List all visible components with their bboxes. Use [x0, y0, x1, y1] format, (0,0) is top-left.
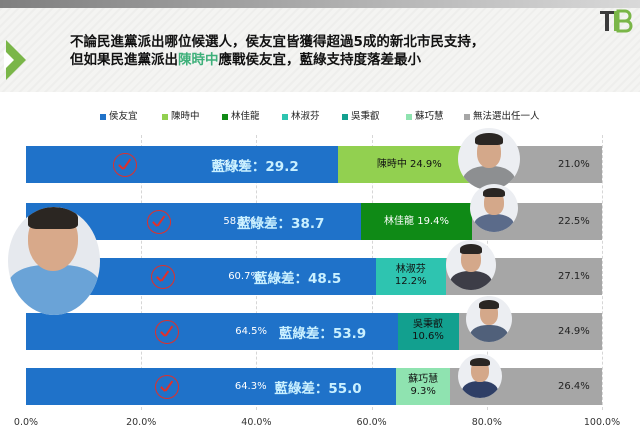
bar-segment-opponent: [360, 203, 473, 240]
bar-opponent-label: 林淑芬: [395, 263, 426, 275]
chart-bar-row: 64.3% 藍綠差：55.0 蘇巧慧 9.3% 26.4%: [0, 368, 640, 405]
bar-segment-hou: [26, 368, 397, 405]
x-tick-label: 60.0%: [356, 417, 387, 428]
vote-stamp-icon: [147, 209, 172, 234]
bar-value-label: 58.1%: [223, 215, 256, 227]
candidate-photo-lin-jl: [470, 184, 518, 232]
x-tick-label: 80.0%: [471, 417, 502, 428]
candidate-photo-wu: [466, 296, 512, 342]
headline-line-2: 但如果民進黨派出陳時中應戰侯友宜，藍綠支持度落差最小: [70, 51, 590, 69]
bar-opponent-label: 陳時中 24.9%: [376, 158, 442, 170]
chart-bar-row: 58.1% 藍綠差：38.7 林佳龍 19.4% 22.5%: [0, 203, 640, 240]
x-tick-label: 40.0%: [241, 417, 272, 428]
bar-opponent-label: 林佳龍 19.4%: [384, 215, 449, 227]
bar-segment-hou: [26, 313, 398, 350]
page-title: 不論民進黨派出哪位候選人，侯友宜皆獲得超過5成的新北市民支持， 但如果民進黨派出…: [70, 33, 590, 69]
bar-opponent-label: 蘇巧慧: [408, 373, 439, 385]
legend-item: 無法選出任一人: [464, 108, 540, 122]
legend-label: 林佳龍: [231, 111, 260, 122]
bar-none-label: 26.4%: [558, 380, 590, 392]
bar-opponent-label: 9.3%: [410, 385, 436, 397]
bar-opponent-label: 10.6%: [412, 330, 444, 342]
legend-swatch: [406, 113, 412, 120]
legend-label: 侯友宜: [109, 111, 138, 122]
bar-segment-opponent: [396, 368, 450, 405]
legend-swatch: [282, 113, 288, 120]
x-tick-label: 0.0%: [13, 417, 39, 428]
legend-label: 無法選出任一人: [473, 111, 540, 122]
banner-top-band: [0, 0, 640, 8]
blue-green-gap-label: 藍綠差：38.7: [237, 215, 325, 232]
bar-segment-opponent: [375, 258, 446, 295]
bar-none-label: 21.0%: [558, 158, 590, 170]
candidate-photo-hou: [8, 207, 100, 315]
header-banner: 不論民進黨派出哪位候選人，侯友宜皆獲得超過5成的新北市民支持， 但如果民進黨派出…: [0, 0, 640, 92]
vote-stamp-icon: [113, 152, 137, 177]
banner-texture: [0, 0, 640, 92]
x-tick-label: 20.0%: [126, 417, 157, 428]
blue-green-gap-label: 藍綠差：48.5: [254, 270, 342, 287]
vote-stamp-icon: [155, 319, 180, 344]
bar-segment-opponent: [397, 313, 459, 350]
chart-bar-row: 64.5% 藍綠差：53.9 吳秉叡 10.6% 24.9%: [0, 313, 640, 350]
legend-item: 陳時中: [162, 108, 200, 122]
headline-highlight: 陳時中: [178, 52, 219, 68]
legend-swatch: [100, 113, 106, 120]
bar-opponent-label-group: 蘇巧慧 9.3%: [396, 374, 450, 398]
chart-bar-row: 54.1% 藍綠差：29.2 陳時中 24.9% 21.0%: [0, 146, 640, 183]
bar-value-label: 64.5%: [235, 325, 267, 337]
bar-segment-opponent: [337, 146, 482, 183]
x-tick-label: 100.0%: [583, 417, 621, 428]
bar-value-label: 60.7%: [228, 270, 260, 282]
bar-opponent-label-group: 林佳龍 19.4%: [361, 216, 473, 228]
brand-logo-icon: [600, 9, 633, 33]
bar-opponent-label-group: 陳時中 24.9%: [338, 159, 481, 171]
vote-stamp-icon: [155, 374, 180, 399]
headline-line-2-pre: 但如果民進黨派出: [70, 52, 178, 68]
blue-green-gap-label: 藍綠差：53.9: [278, 325, 367, 342]
legend-item: 林佳龍: [222, 108, 260, 122]
bar-opponent-label-group: 林淑芬 12.2%: [376, 264, 446, 288]
candidate-photo-su: [458, 354, 502, 398]
arrow-inner-icon: [4, 50, 14, 70]
legend-swatch: [222, 113, 228, 120]
blue-green-gap-label: 藍綠差：55.0: [274, 380, 362, 397]
bar-value-label: 64.3%: [234, 380, 267, 392]
legend-label: 林淑芬: [291, 111, 320, 122]
bar-opponent-label-group: 吳秉叡 10.6%: [398, 319, 459, 343]
candidate-photo-lin-sf: [446, 240, 496, 290]
bar-opponent-label: 吳秉叡: [413, 318, 444, 330]
legend-swatch: [342, 113, 348, 120]
blue-green-gap-label: 藍綠差：29.2: [211, 158, 299, 175]
bar-segment-hou: [26, 146, 338, 183]
bar-value-label: 54.1%: [216, 158, 248, 170]
legend-label: 吳秉叡: [351, 111, 380, 122]
candidate-photo-chen: [458, 128, 520, 190]
bar-none-label: 24.9%: [558, 325, 590, 337]
legend-label: 陳時中: [171, 111, 200, 122]
headline-line-1: 不論民進黨派出哪位候選人，侯友宜皆獲得超過5成的新北市民支持，: [70, 34, 485, 50]
legend-item: 吳秉叡: [342, 108, 380, 122]
bar-none-label: 27.1%: [558, 270, 590, 282]
legend-label: 蘇巧慧: [415, 111, 444, 122]
legend-item: 林淑芬: [282, 108, 320, 122]
headline-line-2-post: 應戰侯友宜，藍綠支持度落差最小: [218, 52, 422, 68]
legend-swatch: [162, 113, 168, 120]
chart-legend: 侯友宜 陳時中 林佳龍 林淑芬 吳秉叡 蘇巧慧 無法選出任一人: [100, 108, 600, 122]
legend-item: 侯友宜: [100, 108, 138, 122]
legend-item: 蘇巧慧: [406, 108, 444, 122]
bar-opponent-label: 12.2%: [394, 275, 427, 287]
bar-none-label: 22.5%: [558, 215, 590, 227]
vote-stamp-icon: [150, 264, 175, 289]
legend-swatch: [464, 113, 470, 120]
gridline: [602, 135, 603, 410]
